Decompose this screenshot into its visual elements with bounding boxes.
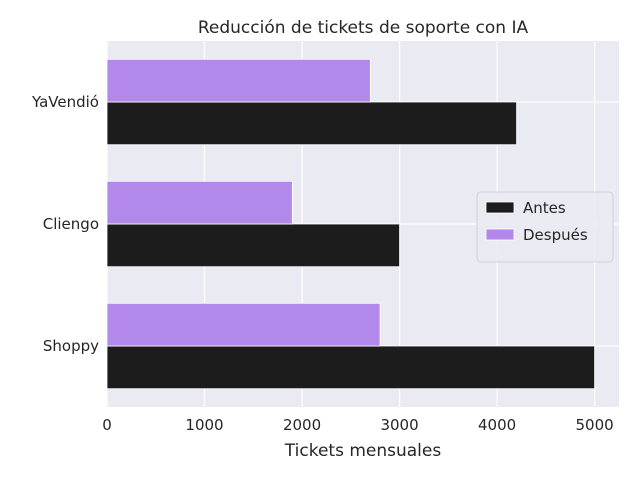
y-tick-label: YaVendió — [31, 93, 99, 111]
x-tick-label: 3000 — [380, 416, 418, 434]
legend-label: Después — [523, 226, 588, 244]
y-tick-labels: Shoppy Cliengo YaVendió — [31, 93, 99, 355]
bars — [106, 58, 596, 390]
legend-swatch — [485, 228, 515, 241]
bar-después-cliengo — [106, 180, 293, 225]
y-tick-label: Cliengo — [43, 215, 99, 233]
x-tick-label: 0 — [102, 416, 112, 434]
legend: Antes Después — [476, 191, 614, 263]
legend-swatch — [485, 201, 515, 214]
chart-title: Reducción de tickets de soporte con IA — [198, 18, 529, 38]
x-tick-label: 4000 — [478, 416, 516, 434]
bar-antes-cliengo — [106, 223, 400, 268]
bar-antes-yavendió — [106, 101, 518, 146]
bar-después-yavendió — [106, 58, 371, 103]
x-tick-labels: 0 1000 2000 3000 4000 5000 — [102, 416, 613, 434]
x-tick-label: 1000 — [185, 416, 223, 434]
x-tick-label: 5000 — [576, 416, 614, 434]
y-tick-label: Shoppy — [43, 337, 99, 355]
x-axis-label: Tickets mensuales — [284, 441, 442, 461]
x-tick-label: 2000 — [283, 416, 321, 434]
bar-antes-shoppy — [106, 345, 596, 390]
legend-label: Antes — [523, 199, 566, 217]
bar-después-shoppy — [106, 302, 381, 347]
